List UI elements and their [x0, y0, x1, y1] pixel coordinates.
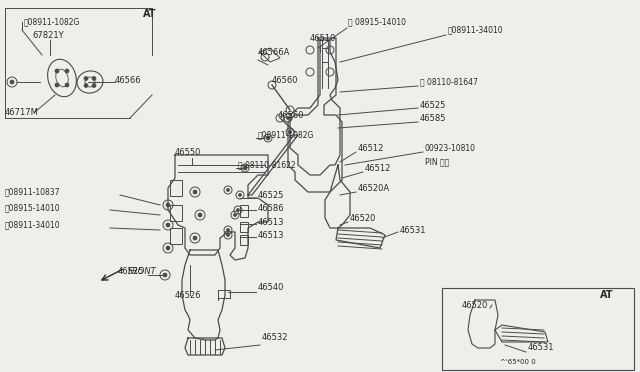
Text: 00923-10810: 00923-10810 [425, 144, 476, 153]
Text: Ⓑ 08110-81622: Ⓑ 08110-81622 [238, 160, 296, 170]
Text: 46510: 46510 [310, 33, 337, 42]
Circle shape [198, 213, 202, 217]
Text: AT: AT [600, 290, 614, 300]
Text: 46512: 46512 [365, 164, 392, 173]
Text: ^'65*00 0: ^'65*00 0 [500, 359, 536, 365]
Text: 46525: 46525 [258, 190, 284, 199]
Circle shape [243, 166, 247, 170]
Bar [240, 235, 248, 245]
Text: 46560: 46560 [278, 110, 305, 119]
Circle shape [84, 83, 88, 87]
Circle shape [166, 223, 170, 227]
Circle shape [234, 214, 237, 217]
Text: FRONT: FRONT [128, 267, 157, 276]
Text: 46520A: 46520A [358, 183, 390, 192]
Text: 46717M: 46717M [5, 108, 39, 116]
Text: ⓝ08911-34010: ⓝ08911-34010 [448, 26, 504, 35]
Text: 67821Y: 67821Y [32, 31, 63, 39]
Circle shape [227, 234, 230, 237]
Circle shape [92, 77, 96, 80]
Text: 46566: 46566 [115, 76, 141, 84]
Circle shape [166, 246, 170, 250]
Text: 46513: 46513 [258, 218, 285, 227]
Circle shape [84, 77, 88, 80]
Circle shape [239, 193, 241, 196]
Bar [240, 205, 248, 217]
Text: AT: AT [143, 9, 157, 19]
Bar [170, 205, 182, 221]
Circle shape [55, 83, 59, 87]
Bar [170, 180, 182, 196]
Text: Ⓑ 08110-81647: Ⓑ 08110-81647 [420, 77, 478, 87]
Text: ⓝ08911-1082G: ⓝ08911-1082G [24, 17, 81, 26]
Circle shape [289, 131, 291, 134]
Text: PIN ピン: PIN ピン [425, 157, 449, 167]
Text: 46525: 46525 [420, 100, 446, 109]
Text: 46550: 46550 [175, 148, 202, 157]
Text: ⓝ08911-34010: ⓝ08911-34010 [5, 221, 61, 230]
Text: 46525: 46525 [118, 267, 145, 276]
Circle shape [163, 273, 167, 277]
Circle shape [266, 136, 270, 140]
Circle shape [55, 69, 59, 73]
Bar [442, 288, 634, 370]
Text: 46520: 46520 [350, 214, 376, 222]
Circle shape [65, 83, 69, 87]
Bar [218, 290, 230, 298]
Circle shape [193, 236, 197, 240]
Text: 46512: 46512 [358, 144, 385, 153]
Circle shape [227, 228, 230, 231]
Circle shape [193, 190, 197, 194]
Circle shape [227, 189, 230, 192]
Text: 46560: 46560 [272, 76, 298, 84]
Circle shape [92, 83, 96, 87]
Bar [170, 228, 182, 244]
Text: 46532: 46532 [262, 334, 289, 343]
Circle shape [65, 69, 69, 73]
Text: 46585: 46585 [420, 113, 447, 122]
Text: ⓝ08911-1082G: ⓝ08911-1082G [258, 131, 314, 140]
Circle shape [10, 80, 14, 84]
Circle shape [237, 208, 239, 212]
Bar [240, 222, 248, 232]
Text: Ⓢ 08915-14010: Ⓢ 08915-14010 [348, 17, 406, 26]
Text: Ⓗ08915-14010: Ⓗ08915-14010 [5, 203, 61, 212]
Text: 46586: 46586 [258, 203, 285, 212]
Text: 46520: 46520 [462, 301, 488, 310]
Text: 46540: 46540 [258, 283, 284, 292]
Text: 46531: 46531 [400, 225, 426, 234]
Circle shape [287, 116, 289, 119]
Text: 46566A: 46566A [258, 48, 291, 57]
Text: 46531: 46531 [528, 343, 554, 353]
Circle shape [166, 203, 170, 207]
Text: 46526: 46526 [175, 291, 202, 299]
Text: ⓝ08911-10837: ⓝ08911-10837 [5, 187, 61, 196]
Text: 46513: 46513 [258, 231, 285, 240]
